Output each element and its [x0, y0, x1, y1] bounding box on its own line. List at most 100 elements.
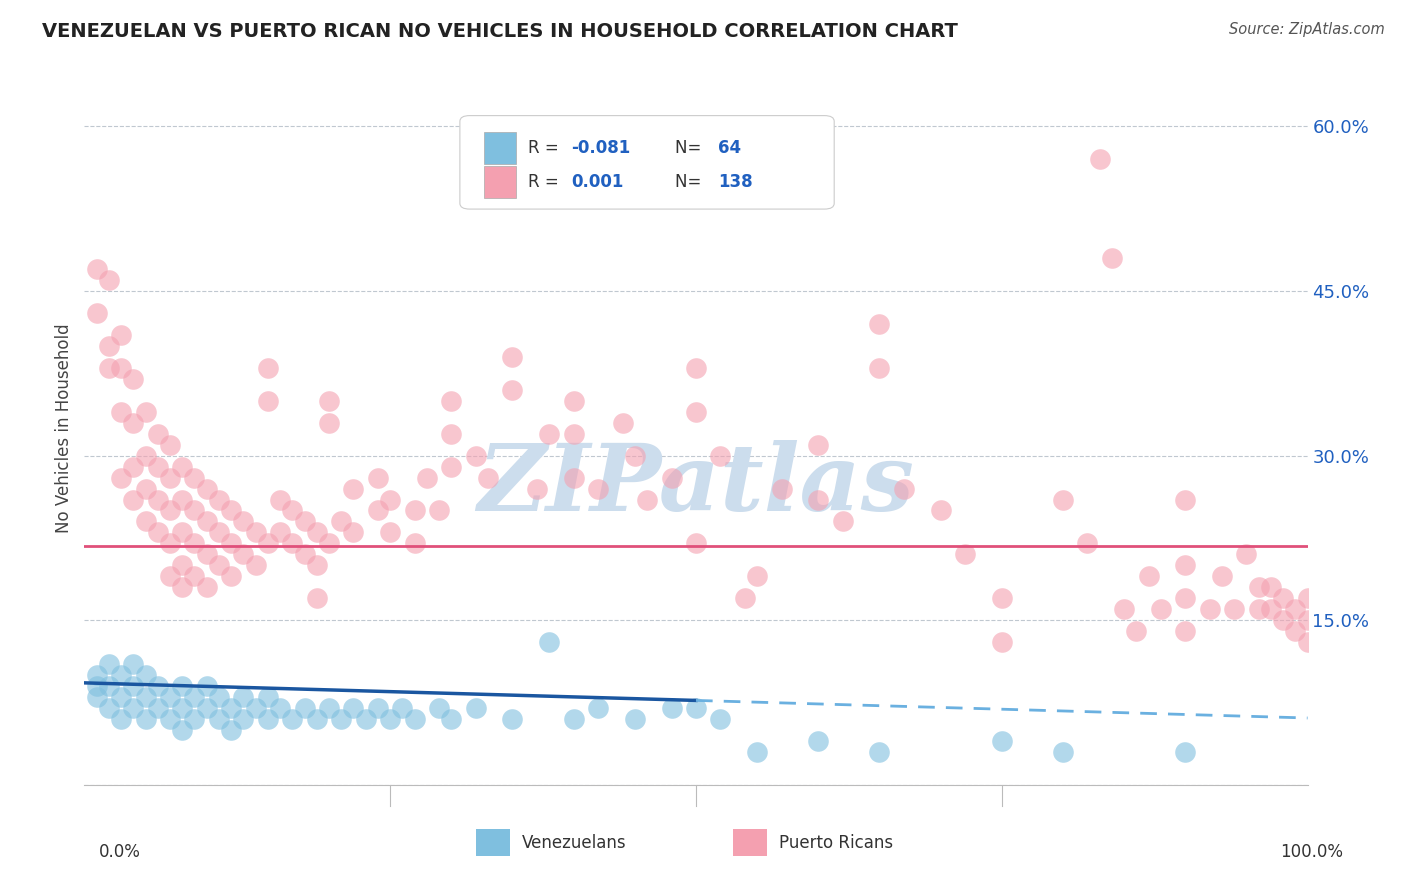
- Point: [97, 657, 120, 672]
- Point: [1114, 602, 1136, 616]
- Point: [367, 503, 389, 517]
- Point: [562, 393, 585, 408]
- Point: [1236, 548, 1258, 562]
- Point: [1247, 602, 1270, 616]
- Point: [636, 492, 658, 507]
- Point: [269, 525, 291, 540]
- Point: [110, 690, 132, 705]
- Point: [219, 723, 242, 737]
- Point: [1088, 152, 1111, 166]
- FancyBboxPatch shape: [460, 116, 834, 209]
- Point: [330, 712, 353, 726]
- Point: [146, 426, 169, 441]
- Point: [709, 449, 731, 463]
- Point: [427, 503, 450, 517]
- Point: [146, 679, 169, 693]
- Point: [195, 679, 218, 693]
- Point: [195, 701, 218, 715]
- Point: [183, 470, 205, 484]
- Point: [86, 306, 108, 320]
- Point: [380, 712, 402, 726]
- Point: [624, 712, 647, 726]
- Point: [502, 383, 524, 397]
- Point: [709, 712, 731, 726]
- Point: [159, 690, 181, 705]
- FancyBboxPatch shape: [475, 830, 510, 856]
- Point: [281, 503, 304, 517]
- Point: [416, 470, 439, 484]
- Point: [1211, 569, 1233, 583]
- Point: [159, 503, 181, 517]
- Point: [146, 701, 169, 715]
- Point: [305, 712, 328, 726]
- Point: [1296, 613, 1319, 627]
- Point: [1137, 569, 1160, 583]
- Point: [464, 701, 486, 715]
- Point: [1150, 602, 1173, 616]
- Point: [146, 525, 169, 540]
- Point: [110, 327, 132, 342]
- Point: [440, 393, 463, 408]
- Point: [86, 262, 108, 277]
- Point: [219, 536, 242, 550]
- Point: [183, 712, 205, 726]
- Point: [257, 393, 280, 408]
- Point: [208, 492, 231, 507]
- Point: [195, 482, 218, 496]
- Point: [172, 525, 194, 540]
- Point: [1174, 745, 1197, 759]
- Point: [991, 734, 1014, 748]
- Point: [1260, 602, 1282, 616]
- Point: [146, 459, 169, 474]
- Point: [195, 580, 218, 594]
- Point: [953, 548, 976, 562]
- Point: [318, 536, 340, 550]
- Point: [440, 426, 463, 441]
- Point: [245, 701, 267, 715]
- Point: [208, 525, 231, 540]
- Point: [502, 350, 524, 364]
- Y-axis label: No Vehicles in Household: No Vehicles in Household: [55, 323, 73, 533]
- Point: [1272, 613, 1295, 627]
- Point: [391, 701, 413, 715]
- Point: [110, 405, 132, 419]
- Text: 100.0%: 100.0%: [1279, 843, 1343, 861]
- Point: [159, 470, 181, 484]
- Point: [232, 712, 254, 726]
- Point: [305, 591, 328, 606]
- Point: [807, 734, 830, 748]
- Point: [538, 635, 561, 649]
- Point: [257, 712, 280, 726]
- Point: [257, 360, 280, 375]
- Point: [97, 339, 120, 353]
- Point: [991, 635, 1014, 649]
- Point: [318, 701, 340, 715]
- Point: [159, 536, 181, 550]
- Point: [245, 525, 267, 540]
- Point: [195, 548, 218, 562]
- Point: [562, 470, 585, 484]
- Point: [97, 701, 120, 715]
- Point: [172, 723, 194, 737]
- Point: [86, 690, 108, 705]
- Point: [232, 515, 254, 529]
- Point: [404, 503, 426, 517]
- Point: [110, 712, 132, 726]
- Point: [562, 712, 585, 726]
- Point: [807, 492, 830, 507]
- Point: [122, 701, 145, 715]
- Point: [257, 690, 280, 705]
- Point: [1284, 624, 1306, 639]
- Point: [427, 701, 450, 715]
- Point: [661, 701, 683, 715]
- Point: [747, 745, 769, 759]
- Point: [342, 525, 364, 540]
- Point: [122, 416, 145, 430]
- Point: [440, 459, 463, 474]
- Point: [135, 482, 157, 496]
- Point: [1272, 591, 1295, 606]
- Point: [1247, 580, 1270, 594]
- Point: [122, 372, 145, 386]
- Point: [232, 690, 254, 705]
- Point: [1260, 580, 1282, 594]
